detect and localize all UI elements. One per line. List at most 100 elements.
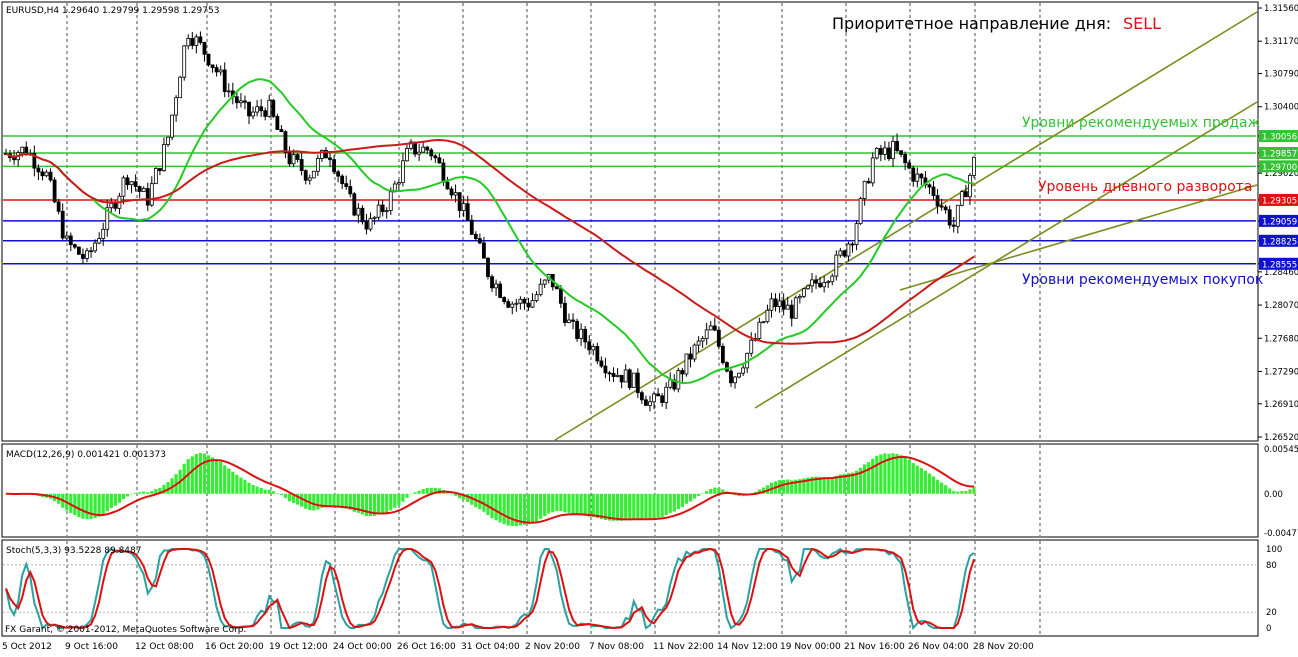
candle-body: [526, 302, 531, 308]
macd-bar: [923, 470, 927, 494]
candle-body: [737, 372, 741, 378]
macd-bar: [834, 475, 838, 494]
macd-bar: [445, 492, 450, 494]
candle-body: [263, 110, 268, 117]
time-label: 2 Nov 20:00: [525, 642, 580, 652]
macd-bar: [972, 486, 976, 494]
candle-body: [534, 294, 539, 301]
candle-body: [931, 186, 936, 197]
candle-body: [972, 156, 976, 176]
macd-bar: [794, 479, 798, 494]
macd-bar: [575, 493, 579, 515]
direction-label: Приоритетное направление дня:: [832, 14, 1111, 33]
candle-body: [166, 136, 170, 145]
macd-bar: [717, 487, 721, 494]
macd-bar: [385, 493, 389, 513]
price-tick-label: 1.26910: [1264, 400, 1298, 410]
candle-body: [340, 175, 345, 185]
candle-body: [206, 53, 211, 66]
macd-bar: [433, 487, 437, 494]
candle-body: [907, 162, 912, 169]
candle-body: [315, 158, 320, 172]
candle-body: [664, 386, 669, 403]
macd-bar: [652, 493, 656, 519]
candle-body: [149, 183, 154, 206]
candle-body: [882, 147, 887, 155]
candle-body: [830, 275, 835, 283]
macd-bar: [534, 493, 539, 522]
candle-body: [591, 346, 596, 351]
candle-body: [405, 148, 409, 162]
price-tick-label: 1.27290: [1264, 367, 1298, 377]
candle-body: [708, 325, 713, 331]
macd-bar: [887, 453, 891, 494]
price-tag: [1259, 214, 1298, 227]
candle-body: [704, 329, 709, 339]
candle-body: [251, 111, 255, 117]
macd-bar: [713, 487, 717, 494]
candle-body: [631, 372, 636, 388]
macd-bar: [490, 493, 494, 519]
macd-bar: [611, 493, 616, 521]
candle-body: [684, 353, 689, 375]
price-tag-label: 1.30056: [1262, 133, 1297, 143]
macd-bar: [142, 491, 146, 494]
candle-body: [368, 218, 373, 230]
candle-body: [259, 106, 264, 112]
candle-body: [688, 353, 693, 360]
candle-body: [652, 393, 656, 403]
candle-body: [862, 180, 867, 199]
macd-bar: [664, 493, 668, 516]
candle-body: [279, 129, 284, 133]
candle-body: [482, 242, 486, 259]
macd-bar: [636, 493, 640, 519]
macd-bar: [97, 493, 101, 517]
candle-body: [202, 42, 207, 55]
time-label: 19 Oct 12:00: [269, 642, 328, 652]
macd-bar: [814, 476, 818, 494]
candle-body: [72, 244, 77, 248]
ma-fast-line: [5, 78, 975, 385]
macd-bar: [656, 493, 660, 518]
price-tag: [1259, 130, 1298, 143]
candle-body: [170, 114, 174, 138]
candle-body: [927, 184, 932, 188]
candle-body: [530, 300, 535, 308]
price-tick-label: 1.30400: [1264, 103, 1298, 113]
candle-body: [510, 303, 515, 308]
macd-bar: [952, 491, 956, 494]
candle-body: [635, 372, 640, 394]
macd-bar: [944, 485, 948, 494]
candle-body: [372, 216, 377, 219]
candle-body: [874, 148, 879, 159]
macd-bar: [186, 459, 190, 494]
time-label: 21 Nov 16:00: [844, 642, 905, 652]
macd-bar: [275, 493, 279, 494]
candle-body: [194, 36, 199, 46]
candle-body: [364, 221, 369, 230]
time-axis: 5 Oct 2012 9 Oct 16:00 12 Oct 08:00 16 Oct …: [2, 642, 1034, 652]
macd-bar: [915, 465, 919, 494]
macd-tick-label: -0.00477: [1264, 529, 1298, 539]
macd-bar: [377, 493, 381, 515]
macd-bar: [73, 493, 77, 516]
macd-bar: [287, 493, 292, 502]
macd-frame[interactable]: [1, 443, 1259, 538]
macd-bar: [368, 493, 373, 517]
candle-body: [239, 100, 243, 104]
channel-line: [554, 11, 1258, 441]
macd-bar: [271, 491, 275, 494]
candle-body: [490, 276, 494, 289]
macd-bar: [863, 464, 867, 494]
candle-body: [429, 149, 434, 157]
candle-body: [607, 372, 612, 375]
price-tick-label: 1.29620: [1264, 169, 1298, 179]
macd-bar: [150, 491, 154, 494]
price-tags: 1.30056 1.29857 1.29700 1.29305 1.29059 1.288…: [1259, 130, 1298, 270]
candle-body: [182, 45, 187, 78]
candle-body: [52, 179, 57, 203]
macd-bar: [215, 459, 219, 494]
symbol-info: EURUSD,H4 1.29640 1.29799 1.29598 1.2975…: [6, 6, 219, 16]
macd-bar: [968, 489, 972, 494]
